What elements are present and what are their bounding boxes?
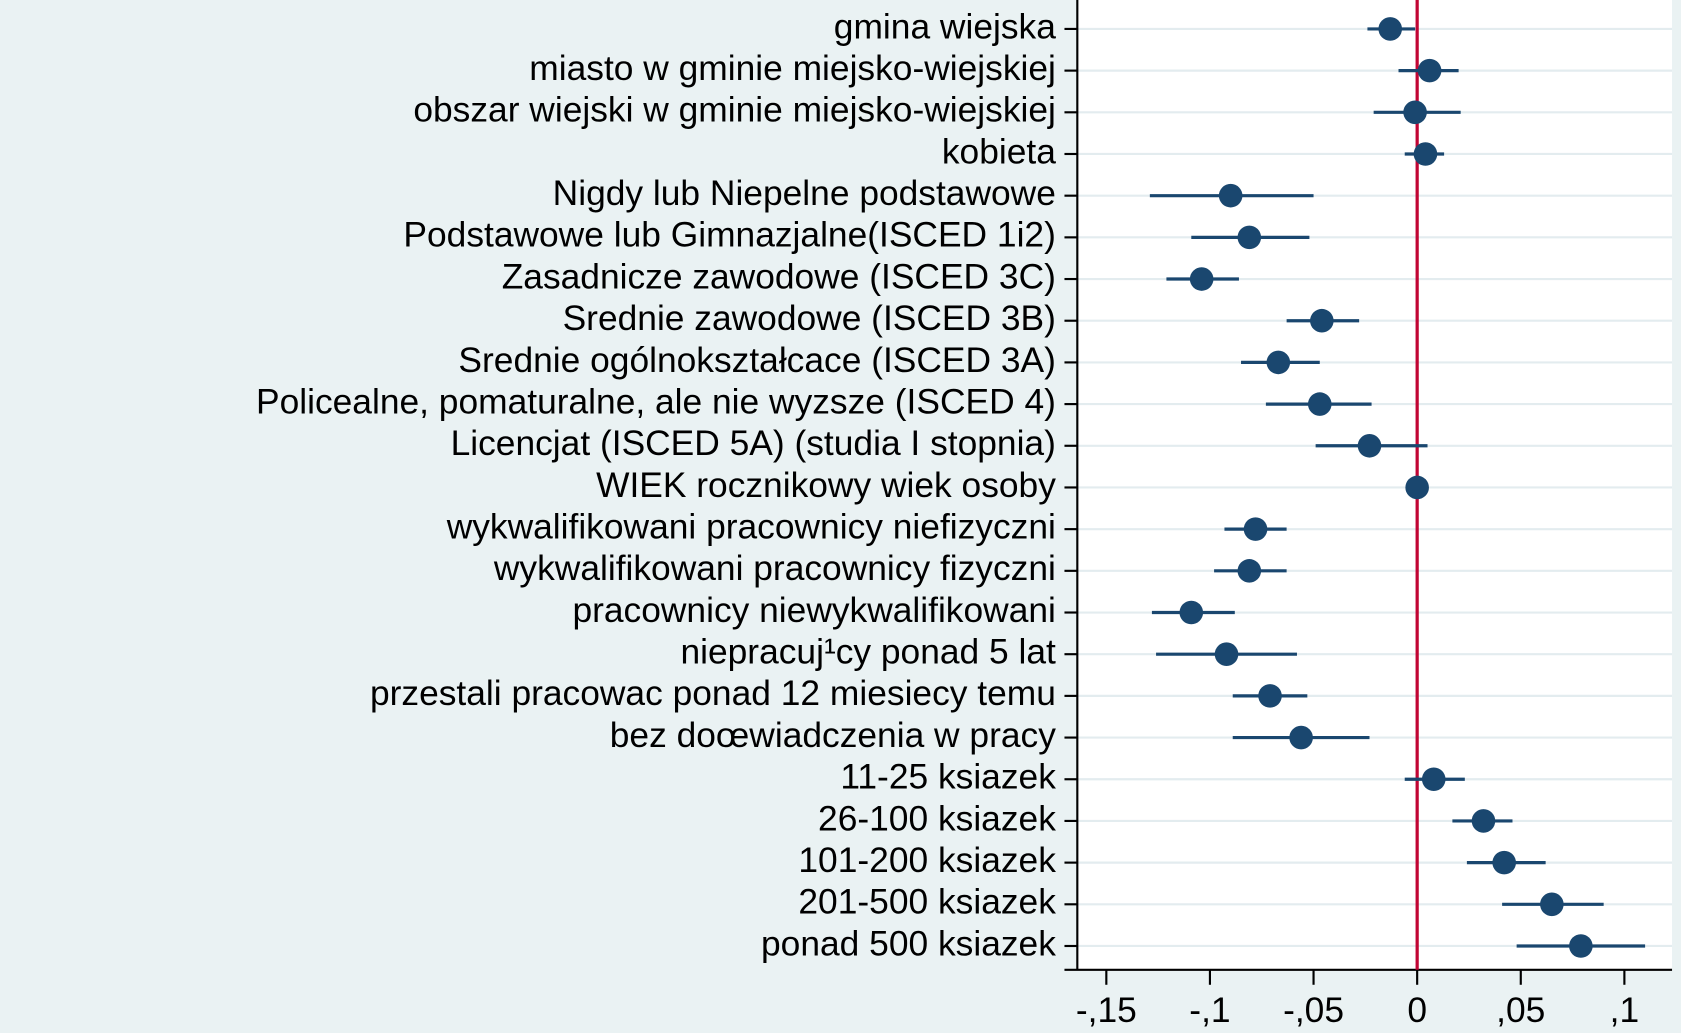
y-tick-label: miasto w gminie miejsko-wiejskiej bbox=[529, 49, 1056, 88]
y-tick-label: obszar wiejski w gminie miejsko-wiejskie… bbox=[413, 91, 1056, 130]
y-tick-label: Zasadnicze zawodowe (ISCED 3C) bbox=[502, 257, 1056, 296]
point bbox=[1289, 725, 1313, 750]
point bbox=[1421, 767, 1446, 792]
point bbox=[1378, 17, 1403, 41]
x-tick-label: ,1 bbox=[1610, 991, 1640, 1030]
y-tick-label: kobieta bbox=[942, 132, 1056, 171]
point bbox=[1405, 475, 1429, 500]
point bbox=[1310, 308, 1334, 333]
y-tick-label: ponad 500 ksiazek bbox=[761, 924, 1056, 963]
y-tick-label: niepracuj¹cy ponad 5 lat bbox=[680, 633, 1056, 672]
x-tick-label: ,05 bbox=[1496, 991, 1545, 1030]
point bbox=[1258, 684, 1282, 708]
point bbox=[1179, 600, 1204, 625]
point bbox=[1403, 100, 1427, 125]
point bbox=[1237, 225, 1262, 250]
y-tick-label: 101-200 ksiazek bbox=[798, 841, 1056, 880]
y-tick-label: bez doœwiadczenia w pracy bbox=[610, 716, 1056, 755]
x-tick-label: 0 bbox=[1407, 991, 1427, 1030]
y-tick-label: pracownicy niewykwalifikowani bbox=[572, 591, 1055, 630]
x-tick-label: -,1 bbox=[1189, 991, 1230, 1030]
point bbox=[1189, 267, 1214, 291]
point bbox=[1540, 892, 1564, 917]
point bbox=[1357, 433, 1382, 458]
y-tick-label: gmina wiejska bbox=[834, 7, 1056, 46]
y-tick-label: Nigdy lub Niepelne podstawowe bbox=[553, 174, 1056, 213]
y-tick-label: 11-25 ksiazek bbox=[840, 758, 1056, 797]
point bbox=[1307, 392, 1332, 416]
point bbox=[1237, 559, 1262, 583]
y-tick-label: wykwalifikowani pracownicy fizyczni bbox=[493, 549, 1056, 588]
point bbox=[1266, 350, 1291, 375]
point bbox=[1214, 642, 1239, 666]
y-tick-label: 201-500 ksiazek bbox=[798, 883, 1056, 922]
point bbox=[1413, 142, 1438, 166]
y-tick-label: wykwalifikowani pracownicy niefizyczni bbox=[446, 507, 1056, 546]
point bbox=[1218, 183, 1243, 208]
point bbox=[1243, 517, 1268, 541]
plot-area bbox=[1077, 0, 1673, 970]
point bbox=[1492, 850, 1516, 875]
y-tick-label: Licencjat (ISCED 5A) (studia I stopnia) bbox=[451, 424, 1056, 463]
x-tick-label: -,15 bbox=[1076, 991, 1137, 1030]
y-tick-label: Podstawowe lub Gimnazjalne(ISCED 1i2) bbox=[403, 216, 1055, 255]
y-tick-label: Srednie zawodowe (ISCED 3B) bbox=[563, 299, 1056, 338]
y-tick-label: Policealne, pomaturalne, ale nie wyzsze … bbox=[256, 382, 1056, 421]
y-tick-label: WIEK rocznikowy wiek osoby bbox=[596, 466, 1056, 505]
point bbox=[1417, 58, 1442, 83]
y-tick-label: 26-100 ksiazek bbox=[818, 799, 1056, 838]
point bbox=[1569, 934, 1593, 958]
point bbox=[1471, 809, 1496, 833]
x-tick-label: -,05 bbox=[1283, 991, 1344, 1030]
y-tick-label: Srednie ogólnokształcace (ISCED 3A) bbox=[458, 341, 1055, 380]
y-tick-label: przestali pracowac ponad 12 miesiecy tem… bbox=[370, 674, 1056, 713]
